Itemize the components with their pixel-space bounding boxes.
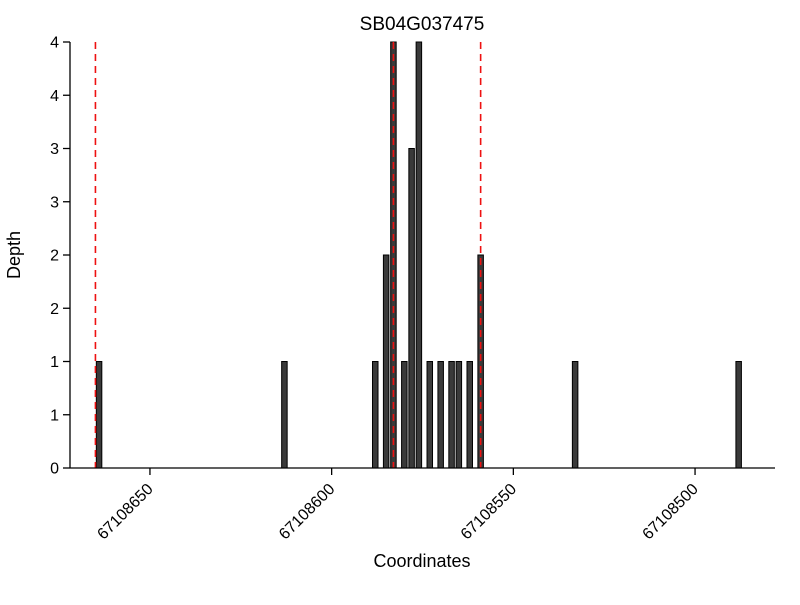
y-tick-label: 2 (50, 248, 59, 265)
chart-title: SB04G037475 (360, 14, 485, 35)
y-tick-label: 1 (50, 354, 59, 371)
x-axis-label: Coordinates (373, 551, 470, 571)
depth-bar (426, 361, 434, 469)
y-axis-label: Depth (4, 231, 24, 279)
depth-bar (372, 361, 379, 469)
depth-bar (466, 361, 473, 469)
x-tick-label: 67108500 (640, 481, 702, 543)
depth-bar (448, 361, 455, 469)
x-tick-label: 67108600 (276, 481, 338, 543)
depth-bar (415, 41, 423, 469)
y-tick-label: 0 (50, 461, 59, 478)
depth-bar (408, 148, 415, 469)
depth-bar (437, 361, 444, 469)
depth-bar (455, 361, 463, 469)
depth-bar (401, 361, 408, 469)
x-tick-label: 67108550 (458, 481, 520, 543)
y-tick-label: 2 (50, 301, 59, 318)
plot-area: 0 1 1 2 2 3 3 4 4 67108650 67108600 67108550 6710850… (50, 35, 775, 543)
y-tick-label: 4 (50, 35, 59, 52)
depth-bar (735, 361, 742, 469)
y-tick-label: 1 (50, 407, 59, 424)
depth-bar (281, 361, 288, 469)
y-tick-label: 4 (50, 88, 59, 105)
depth-bar (95, 361, 103, 469)
y-tick-label: 3 (50, 194, 59, 211)
depth-bar (571, 361, 579, 469)
y-tick-label: 3 (50, 141, 59, 158)
x-tick-label: 67108650 (94, 481, 156, 543)
depth-bar (382, 254, 390, 469)
